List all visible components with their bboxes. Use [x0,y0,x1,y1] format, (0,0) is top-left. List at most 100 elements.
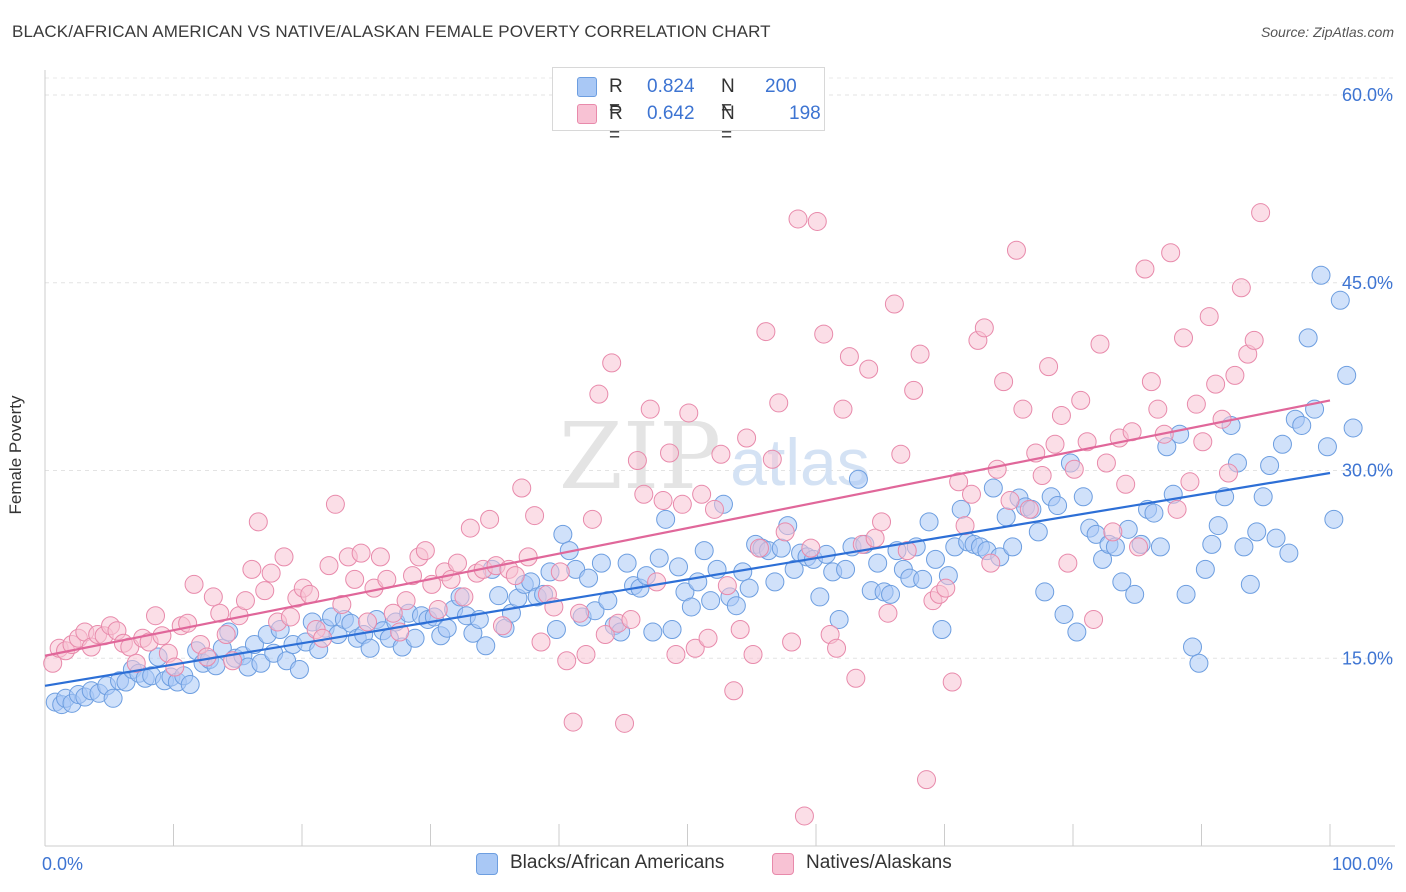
legend-r-label: R = [609,76,623,119]
point-natives [936,578,956,598]
point-blacks [1337,365,1357,385]
point-natives [775,522,795,542]
point-natives [1148,399,1168,419]
point-blacks [1292,415,1312,435]
bottom-legend-label: Blacks/African Americans [510,852,725,873]
point-natives [570,603,590,623]
point-blacks [289,660,309,680]
point-natives [942,672,962,692]
point-blacks [681,597,701,617]
point-natives [1045,434,1065,454]
point-natives [698,628,718,648]
point-natives [949,472,969,492]
point-blacks [694,541,714,561]
point-blacks [1054,604,1074,624]
point-blacks [1240,574,1260,594]
point-natives [685,638,705,658]
point-natives [1032,466,1052,486]
y-tick-label: 15.0% [1342,648,1393,668]
point-natives [1174,328,1194,348]
point-blacks [662,619,682,639]
point-natives [152,626,172,646]
point-blacks [983,478,1003,498]
point-blacks [1028,522,1048,542]
point-natives [1064,459,1084,479]
y-tick-label: 30.0% [1342,461,1393,481]
point-blacks [1195,559,1215,579]
point-natives [216,624,236,644]
point-blacks [591,553,611,573]
x-tick-label: 100.0% [1332,854,1393,874]
point-natives [595,624,615,644]
point-natives [814,324,834,344]
point-blacks [726,596,746,616]
point-blacks [1144,503,1164,523]
point-natives [692,484,712,504]
point-natives [846,668,866,688]
point-blacks [932,619,952,639]
point-blacks [996,507,1016,527]
point-blacks [643,622,663,642]
point-natives [255,581,275,601]
point-natives [383,603,403,623]
point-blacks [1035,582,1055,602]
point-natives [872,512,892,532]
point-natives [833,399,853,419]
point-natives [300,584,320,604]
point-natives [1077,432,1097,452]
point-natives [910,344,930,364]
x-tick-label: 0.0% [42,854,83,874]
point-natives [704,499,724,519]
point-blacks [1067,622,1087,642]
point-blacks [656,509,676,529]
point-natives [621,609,641,629]
point-natives [242,559,262,579]
point-blacks [1324,509,1344,529]
point-blacks [1330,290,1350,310]
legend-n-value: 198 [789,103,821,124]
point-blacks [868,553,888,573]
point-blacks [1073,487,1093,507]
point-natives [454,587,474,607]
point-natives [248,512,268,532]
point-blacks [103,688,123,708]
point-natives [749,538,769,558]
point-blacks [489,586,509,606]
point-natives [640,399,660,419]
trend-line-blacks [44,471,1331,687]
point-natives [1116,474,1136,494]
point-natives [878,603,898,623]
point-blacks [1125,584,1145,604]
point-natives [1167,499,1187,519]
point-natives [1084,609,1104,629]
point-blacks [829,609,849,629]
point-blacks [476,636,496,656]
point-blacks [1343,418,1363,438]
point-natives [146,606,166,626]
point-natives [724,681,744,701]
point-natives [994,372,1014,392]
point-natives [679,403,699,423]
point-blacks [669,557,689,577]
trend-lines [44,399,1331,687]
point-natives [1251,203,1271,223]
point-natives [1244,330,1264,350]
point-blacks [251,653,271,673]
point-natives [756,322,776,342]
legend-n-label: N = [721,76,735,119]
point-natives [794,806,814,826]
point-natives [762,449,782,469]
point-natives [235,591,255,611]
point-blacks [244,634,264,654]
point-natives [730,619,750,639]
point-natives [666,645,686,665]
point-natives [576,645,596,665]
point-blacks [913,569,933,589]
point-natives [203,587,223,607]
point-natives [370,547,390,567]
point-natives [839,347,859,367]
point-natives [647,572,667,592]
point-blacks [1048,496,1068,516]
point-natives [1129,537,1149,557]
point-natives [807,211,827,231]
